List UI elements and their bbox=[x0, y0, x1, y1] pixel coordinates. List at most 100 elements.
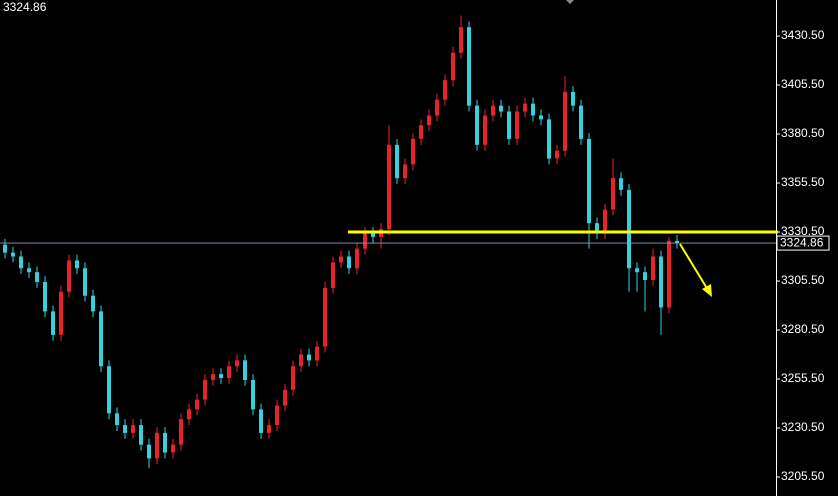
candle-body bbox=[363, 233, 367, 249]
candle-body bbox=[35, 272, 39, 283]
candle-body bbox=[507, 111, 511, 139]
candle-body bbox=[435, 99, 439, 116]
candle-body bbox=[563, 91, 567, 151]
candle-body bbox=[387, 144, 391, 230]
y-tick-label: 3305.50 bbox=[781, 273, 825, 287]
y-tick-label: 3255.50 bbox=[781, 371, 825, 385]
candle-body bbox=[523, 103, 527, 112]
candle-body bbox=[131, 425, 135, 433]
candle-body bbox=[179, 419, 183, 445]
candle-body bbox=[59, 291, 63, 335]
candle-body bbox=[331, 262, 335, 288]
candle-body bbox=[259, 409, 263, 433]
candle-body bbox=[11, 252, 15, 257]
candle-body bbox=[371, 233, 375, 237]
candle-body bbox=[323, 287, 327, 347]
y-tick-label: 3405.50 bbox=[781, 77, 825, 91]
candle-body bbox=[451, 52, 455, 81]
candle-body bbox=[571, 91, 575, 106]
candle-body bbox=[291, 366, 295, 390]
candle-body bbox=[267, 425, 271, 433]
candle-body bbox=[531, 103, 535, 116]
candle-body bbox=[155, 432, 159, 459]
last-price-label: 3324.86 bbox=[780, 235, 824, 249]
candle-body bbox=[467, 27, 471, 106]
candle-body bbox=[339, 256, 343, 263]
candle-body bbox=[403, 164, 407, 179]
candle-body bbox=[243, 360, 247, 380]
candle-body bbox=[419, 125, 423, 139]
candle-body bbox=[579, 105, 583, 139]
candle-body bbox=[195, 399, 199, 410]
candle-body bbox=[595, 223, 599, 234]
candle-body bbox=[3, 244, 7, 253]
candle-body bbox=[651, 256, 655, 281]
candle-body bbox=[299, 354, 303, 367]
candle-body bbox=[91, 295, 95, 312]
candle-body bbox=[275, 405, 279, 426]
candle-body bbox=[555, 150, 559, 159]
candle-body bbox=[611, 178, 615, 210]
last-price-box bbox=[776, 235, 830, 251]
candle-body bbox=[459, 27, 463, 53]
candle-body bbox=[483, 115, 487, 145]
candle-body bbox=[171, 444, 175, 453]
candle-body bbox=[115, 413, 119, 426]
y-tick-label: 3355.50 bbox=[781, 175, 825, 189]
candle-body bbox=[475, 105, 479, 145]
candle-body bbox=[427, 115, 431, 126]
candle-body bbox=[355, 248, 359, 269]
candle-body bbox=[547, 119, 551, 159]
candle-body bbox=[515, 111, 519, 139]
candle-body bbox=[603, 209, 607, 234]
candle-body bbox=[163, 432, 167, 453]
arrow-head bbox=[702, 284, 712, 297]
candle-body bbox=[67, 260, 71, 292]
candle-body bbox=[411, 138, 415, 165]
candle-body bbox=[219, 374, 223, 379]
top-marker bbox=[566, 0, 574, 4]
candle-body bbox=[187, 409, 191, 420]
candle-body bbox=[499, 105, 503, 112]
candle-body bbox=[315, 346, 319, 361]
y-tick-label: 3230.50 bbox=[781, 420, 825, 434]
candle-body bbox=[19, 256, 23, 269]
candle-body bbox=[123, 425, 127, 433]
arrow-shaft bbox=[679, 243, 709, 291]
candle-body bbox=[43, 282, 47, 312]
candle-body bbox=[675, 240, 679, 244]
candle-body bbox=[443, 80, 447, 100]
candle-body bbox=[283, 389, 287, 406]
last-price-top: 3324.86 bbox=[3, 0, 47, 14]
candle-body bbox=[539, 115, 543, 120]
candle-body bbox=[643, 272, 647, 281]
candle-body bbox=[667, 240, 671, 308]
y-tick-label: 3205.50 bbox=[781, 469, 825, 483]
candle-body bbox=[83, 268, 87, 296]
y-tick-label: 3380.50 bbox=[781, 126, 825, 140]
candle-body bbox=[627, 189, 631, 269]
candle-body bbox=[99, 311, 103, 367]
candle-body bbox=[659, 256, 663, 308]
candle-body bbox=[227, 366, 231, 379]
candle-body bbox=[347, 256, 351, 269]
candle-body bbox=[235, 360, 239, 367]
candle-body bbox=[203, 379, 207, 400]
candle-body bbox=[619, 178, 623, 190]
candle-body bbox=[27, 268, 31, 273]
candle-body bbox=[147, 444, 151, 459]
candle-body bbox=[307, 354, 311, 361]
candle-body bbox=[491, 105, 495, 116]
candle-body bbox=[395, 144, 399, 179]
candle-body bbox=[251, 379, 255, 410]
candle-body bbox=[635, 268, 639, 273]
y-tick-label: 3430.50 bbox=[781, 28, 825, 42]
candle-body bbox=[211, 374, 215, 380]
candle-body bbox=[139, 425, 143, 445]
candle-body bbox=[587, 138, 591, 224]
candle-body bbox=[75, 260, 79, 269]
candle-body bbox=[51, 311, 55, 335]
